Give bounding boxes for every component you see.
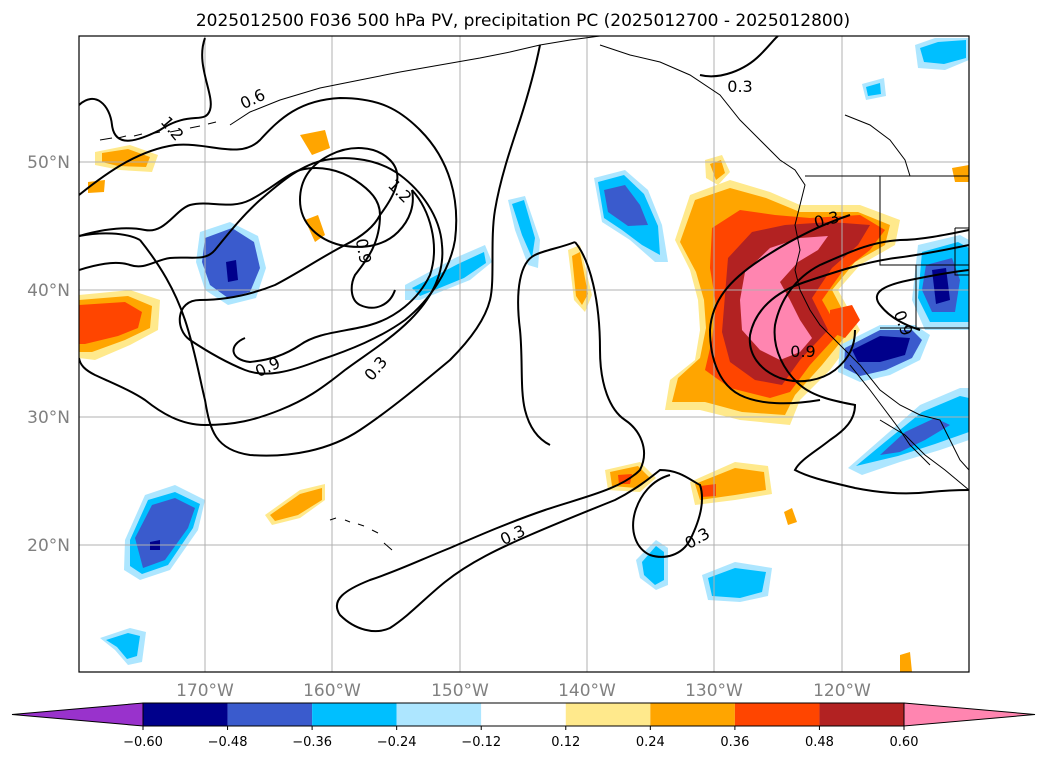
colorbar-segment	[734, 703, 820, 726]
precip-neg-streak-2-core	[512, 200, 535, 258]
precip-neg-north-1-mid	[920, 40, 966, 64]
lon-labels: 170°W 160°W 150°W 140°W 130°W 120°W	[176, 681, 871, 701]
pv-contour-03-east	[773, 229, 969, 495]
lon-label-130w: 130°W	[685, 681, 743, 701]
coastline-mexico-inner	[879, 419, 969, 491]
lat-label-20: 20°N	[27, 536, 70, 556]
coastline-alaska	[229, 36, 601, 126]
coastlines	[99, 36, 969, 551]
precip-neg-south-4-mid	[106, 633, 140, 659]
precip-neg-south-3-mid	[708, 568, 766, 598]
precip-pos-north-edge	[952, 165, 969, 182]
colorbar-tick-label: 0.60	[890, 735, 919, 750]
colorbar-segment	[819, 703, 904, 726]
colorbar-segment	[312, 703, 397, 726]
precip-neg-north-2-mid	[866, 83, 881, 96]
precip-neg-streak-1-core	[412, 252, 486, 296]
colorbar-tick-label: −0.24	[377, 735, 417, 750]
colorbar-extend-low	[11, 702, 144, 727]
lon-label-120w: 120°W	[813, 681, 871, 701]
colorbar-tick-label: −0.12	[461, 735, 501, 750]
pv-contour-03-big	[79, 44, 541, 457]
colorbar-extend-high	[903, 702, 1036, 727]
pv-contour-12-loop	[298, 147, 414, 248]
precip-neg-blob-2-core	[604, 185, 648, 226]
lat-label-50: 50°N	[27, 153, 70, 173]
canada-province	[844, 114, 911, 177]
state-border-3	[954, 227, 969, 276]
state-border-1	[879, 176, 969, 266]
pv-contour-03-main	[79, 167, 396, 309]
lat-label-40: 40°N	[27, 281, 70, 301]
pv-contour-06-north	[79, 96, 458, 375]
colorbar-segment	[143, 703, 228, 726]
pv-contour-09-east	[748, 244, 969, 383]
colorbar-tick-label: −0.36	[292, 735, 332, 750]
precip-neg-baja-core	[880, 418, 950, 455]
precip-pos-sw-small	[830, 305, 860, 338]
pv-contour-03-ring	[708, 214, 851, 405]
precip-blob-west-core	[79, 302, 142, 344]
lon-label-160w: 160°W	[303, 681, 361, 701]
precip-neg-blob-1-core	[226, 260, 238, 282]
pv-contour-12-north	[79, 37, 212, 142]
contour-label-03d: 0.3	[727, 77, 752, 96]
colorbar-segment	[650, 703, 735, 726]
hawaii-islands	[329, 517, 393, 551]
lat-label-30: 30°N	[27, 408, 70, 428]
colorbar-tick-label: 0.12	[551, 735, 580, 750]
map-panel: 0.6 1.2 1.2 0.9 0.9 0.3 0.3 0.3 0.3 0.3 …	[78, 35, 970, 673]
coastline-alaska-panhandle	[599, 44, 969, 471]
figure-title: 2025012500 F036 500 hPa PV, precipitatio…	[196, 11, 850, 31]
colorbar-tick-label: −0.60	[123, 735, 163, 750]
contour-label-09a: 0.9	[352, 237, 375, 265]
pv-contour-03-mid	[517, 241, 576, 446]
map-frame	[78, 35, 970, 673]
precip-pos-streak-1-core	[572, 252, 588, 305]
contour-label-09c: 0.9	[790, 342, 815, 361]
pv-contour-09-inner	[232, 189, 435, 364]
precip-blob-st2-max	[700, 484, 716, 497]
pv-contour-03-outer	[79, 157, 444, 427]
precip-neg-south-2-mid	[642, 546, 664, 585]
colorbar-tick-label: 0.36	[720, 735, 749, 750]
precip-neg-sw-1-max	[932, 268, 950, 304]
colorbar-segment	[565, 703, 651, 726]
colorbar-tick-label: 0.48	[805, 735, 834, 750]
precip-neg-sw-2-max	[852, 336, 910, 362]
colorbar: −0.60 −0.48 −0.36 −0.24 −0.12 0.12 0.24 0.36 0.4…	[11, 702, 1036, 750]
pv-contours	[79, 36, 969, 633]
lat-labels: 50°N 40°N 30°N 20°N	[27, 153, 70, 556]
lon-label-140w: 140°W	[558, 681, 616, 701]
gridlines	[79, 36, 969, 672]
colorbar-tick-label: 0.24	[636, 735, 665, 750]
precip-blob-st5	[900, 652, 912, 672]
pv-contour-09-east2	[875, 269, 969, 331]
precip-blob-st1-max	[618, 474, 632, 484]
precip-blob-st3-core	[270, 488, 322, 521]
colorbar-segment	[481, 703, 566, 726]
lon-label-170w: 170°W	[176, 681, 234, 701]
precip-blob-nw2	[88, 180, 105, 193]
precip-blob-st4	[784, 508, 797, 525]
precip-neg-south-1-core	[135, 498, 195, 568]
lon-label-150w: 150°W	[431, 681, 489, 701]
pv-contour-03-coast	[699, 36, 779, 78]
colorbar-tick-label: −0.48	[208, 735, 248, 750]
colorbar-frame	[142, 702, 905, 727]
coastline-baja	[849, 364, 931, 466]
colorbar-segment	[396, 703, 482, 726]
colorbar-segment	[227, 703, 313, 726]
pv-contour-03-south	[335, 241, 703, 633]
precip-shading	[79, 38, 969, 672]
precip-blob-nw3	[300, 130, 330, 155]
